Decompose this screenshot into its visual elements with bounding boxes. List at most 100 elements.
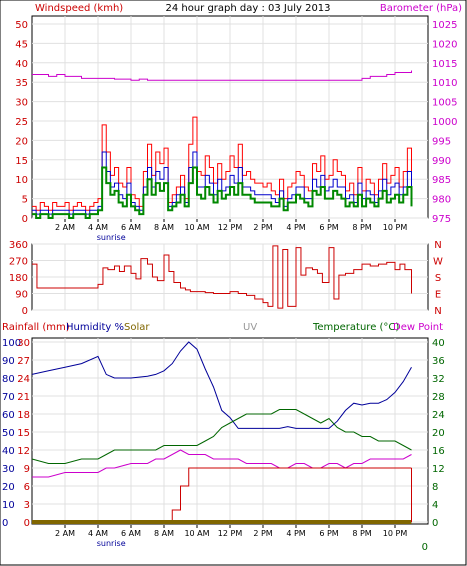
humidity-ytick-9: 90 xyxy=(2,356,15,367)
wind-ytick-7: 35 xyxy=(15,78,28,89)
baro-ytick-8: 1015 xyxy=(432,59,457,70)
legend-dewpoint: Dew Point xyxy=(393,322,443,333)
baro-ytick-6: 1005 xyxy=(432,98,457,109)
climate-series-temperature xyxy=(31,409,412,464)
baro-ytick-1: 980 xyxy=(432,195,451,206)
temp-ytick-5: 20 xyxy=(432,428,445,439)
bottom-time-label-8: 6 PM xyxy=(319,529,338,538)
wind-ytick-4: 20 xyxy=(15,136,28,147)
rain-ytick-9: 27 xyxy=(17,356,30,367)
temp-ytick-7: 28 xyxy=(432,392,445,403)
rain-ytick-3: 9 xyxy=(24,464,30,475)
wind-ytick-9: 45 xyxy=(15,39,28,50)
top-time-label-1: 4 AM xyxy=(88,223,108,232)
wind-series xyxy=(32,70,413,219)
baro-ytick-3: 990 xyxy=(432,156,451,167)
top-time-label-2: 6 AM xyxy=(121,223,141,232)
wind-ytick-5: 25 xyxy=(15,117,28,128)
bottom-time-label-3: 8 AM xyxy=(154,529,174,538)
wind-ytick-10: 50 xyxy=(15,20,28,31)
top-time-label-4: 10 AM xyxy=(184,223,209,232)
wind-ytick-0: 0 xyxy=(22,214,28,225)
dir-compass-3: E xyxy=(435,290,441,301)
top-time-label-10: 10 PM xyxy=(383,223,408,232)
top-time-label-5: 12 PM xyxy=(218,223,243,232)
direction-series xyxy=(32,245,412,309)
humidity-ytick-6: 60 xyxy=(2,410,15,421)
temp-ytick-1: 4 xyxy=(432,500,438,511)
direction-grid xyxy=(32,243,428,311)
baro-ytick-7: 1010 xyxy=(432,78,457,89)
windspeed-label: Windspeed (kmh) xyxy=(35,3,123,14)
wind-axes: 0510152025303540455097598098599099510001… xyxy=(15,20,457,225)
top-time-label-3: 8 AM xyxy=(154,223,174,232)
bottom-time-label-0: 2 AM xyxy=(55,529,75,538)
temp-ytick-2: 8 xyxy=(432,482,438,493)
barometer-label: Barometer (hPa) xyxy=(380,3,462,14)
bottom-time-label-1: 4 AM xyxy=(88,529,108,538)
baro-ytick-0: 975 xyxy=(432,214,451,225)
temp-ytick-10: 40 xyxy=(432,338,445,349)
baro-ytick-10: 1025 xyxy=(432,20,457,31)
top-time-label-6: 2 PM xyxy=(253,223,272,232)
humidity-ytick-1: 10 xyxy=(2,500,15,511)
humidity-ytick-4: 40 xyxy=(2,446,15,457)
humidity-ytick-8: 80 xyxy=(2,374,15,385)
temp-ytick-6: 24 xyxy=(432,410,445,421)
temp-ytick-3: 12 xyxy=(432,464,445,475)
bottom-time-label-2: 6 AM xyxy=(121,529,141,538)
rain-ytick-10: 30 xyxy=(17,338,30,349)
dir-ytick-3: 270 xyxy=(9,257,28,268)
temp-ytick-9: 36 xyxy=(432,356,445,367)
sunrise-label-bottom: sunrise xyxy=(97,539,126,548)
dir-compass-4: N xyxy=(434,306,441,317)
dir-compass-2: S xyxy=(435,273,441,284)
rain-ytick-4: 12 xyxy=(17,446,30,457)
bottom-time-label-10: 10 PM xyxy=(383,529,408,538)
temp-ytick-0: 0 xyxy=(432,518,438,529)
wind-ytick-6: 30 xyxy=(15,98,28,109)
wind-series-avg2 xyxy=(32,166,413,219)
climate-series xyxy=(31,341,412,524)
time-axis-bottom: 2 AM 4 AM 6 AM 8 AM 10 AM 12 PM 2 PM 4 PM 6 PM 8 … xyxy=(55,525,407,548)
wind-ytick-1: 5 xyxy=(22,195,28,206)
dir-ytick-2: 180 xyxy=(9,273,28,284)
wind-ytick-3: 15 xyxy=(15,156,28,167)
top-time-label-8: 6 PM xyxy=(319,223,338,232)
legend-solar: Solar xyxy=(124,322,150,333)
humidity-ytick-3: 30 xyxy=(2,464,15,475)
rain-ytick-6: 18 xyxy=(17,410,30,421)
direction-line xyxy=(32,245,412,309)
barometer-line xyxy=(32,70,412,81)
wind-series-avg xyxy=(32,151,412,215)
climate-series-dewpoint xyxy=(32,449,412,478)
baro-ytick-2: 985 xyxy=(432,175,451,186)
climate-series-humidity xyxy=(31,341,412,429)
temp-ytick-8: 32 xyxy=(432,374,445,385)
humidity-ytick-7: 70 xyxy=(2,392,15,403)
top-time-label-0: 2 AM xyxy=(55,223,75,232)
bottom-time-label-9: 8 PM xyxy=(352,529,371,538)
baro-ytick-9: 1020 xyxy=(432,39,457,50)
rain-ytick-2: 6 xyxy=(24,482,30,493)
time-axis-top: 2 AM 4 AM 6 AM 8 AM 10 AM 12 PM 2 PM 4 PM 6 PM 8 … xyxy=(55,219,407,242)
dir-ytick-0: 0 xyxy=(22,306,28,317)
legend-temperature: Temperature (°C) xyxy=(312,322,399,333)
rain-ytick-1: 3 xyxy=(24,500,30,511)
bottom-time-label-6: 2 PM xyxy=(253,529,272,538)
humidity-ytick-10: 100 xyxy=(2,338,21,349)
rain-ytick-7: 21 xyxy=(17,392,30,403)
legend-uv: UV xyxy=(243,322,257,333)
graph-title: 24 hour graph day : 03 July 2013 xyxy=(165,3,330,14)
wind-ytick-8: 40 xyxy=(15,59,28,70)
dir-compass-1: W xyxy=(433,257,443,268)
temp-ytick-4: 16 xyxy=(432,446,445,457)
sunrise-label-top: sunrise xyxy=(97,233,126,242)
bottom-time-label-5: 12 PM xyxy=(218,529,243,538)
bottom-time-label-4: 10 AM xyxy=(184,529,209,538)
legend-rainfall: Rainfall (mm) xyxy=(2,322,70,333)
dir-ytick-1: 90 xyxy=(15,290,28,301)
